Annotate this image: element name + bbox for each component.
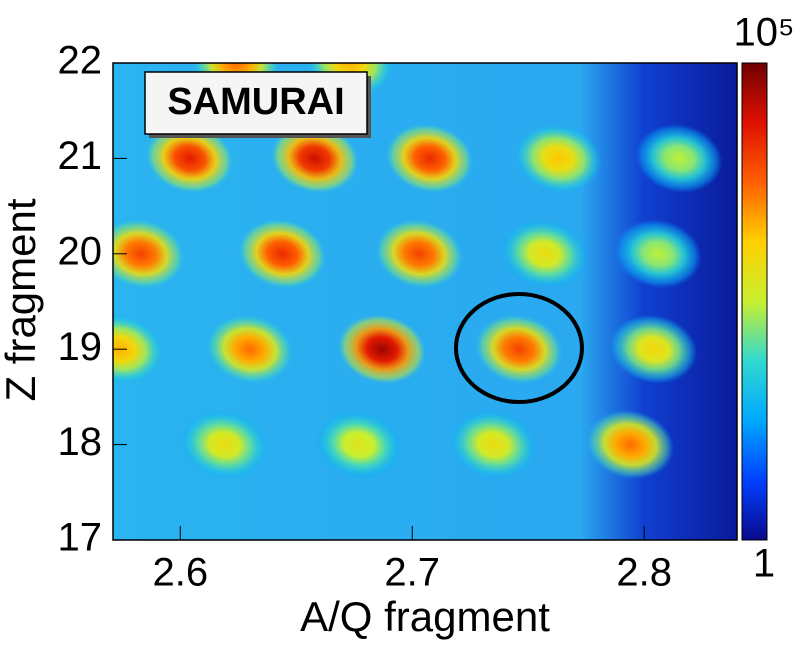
blob: [500, 219, 589, 289]
blob: [609, 314, 698, 384]
blob: [586, 410, 674, 480]
blob: [375, 219, 463, 289]
blob: [238, 219, 326, 289]
blob: [180, 410, 268, 480]
blob: [145, 123, 234, 193]
z-tick-label: 10⁵: [733, 11, 794, 55]
z-tick-label: 1: [753, 542, 775, 586]
y-tick-label: 19: [58, 325, 103, 369]
y-axis-label: Z fragment: [0, 198, 44, 401]
y-tick-label: 18: [58, 420, 103, 464]
plot-frame: [112, 62, 738, 541]
y-tick-label: 17: [58, 516, 103, 560]
blob: [338, 314, 426, 384]
selection-ring: [454, 292, 584, 404]
label-box: [144, 71, 368, 135]
color-bar: [741, 62, 768, 541]
blob: [449, 410, 538, 480]
y-tick-label: 22: [58, 39, 103, 83]
y-tick-label: 21: [58, 134, 103, 178]
y-tick-label: 20: [58, 229, 103, 273]
x-axis-label: A/Q fragment: [300, 593, 550, 640]
blob: [113, 219, 185, 289]
blob: [206, 314, 294, 384]
x-tick-label: 2.8: [616, 551, 672, 595]
blob: [386, 123, 474, 193]
x-tick-label: 2.7: [384, 551, 440, 595]
blob: [315, 410, 403, 480]
blob: [614, 219, 702, 289]
heatmap: [113, 63, 723, 480]
blob: [475, 314, 563, 384]
blob: [271, 123, 359, 193]
blob: [514, 123, 602, 193]
x-tick-label: 2.6: [152, 551, 208, 595]
blob: [635, 123, 723, 193]
annotation: SAMURAI: [167, 81, 344, 123]
